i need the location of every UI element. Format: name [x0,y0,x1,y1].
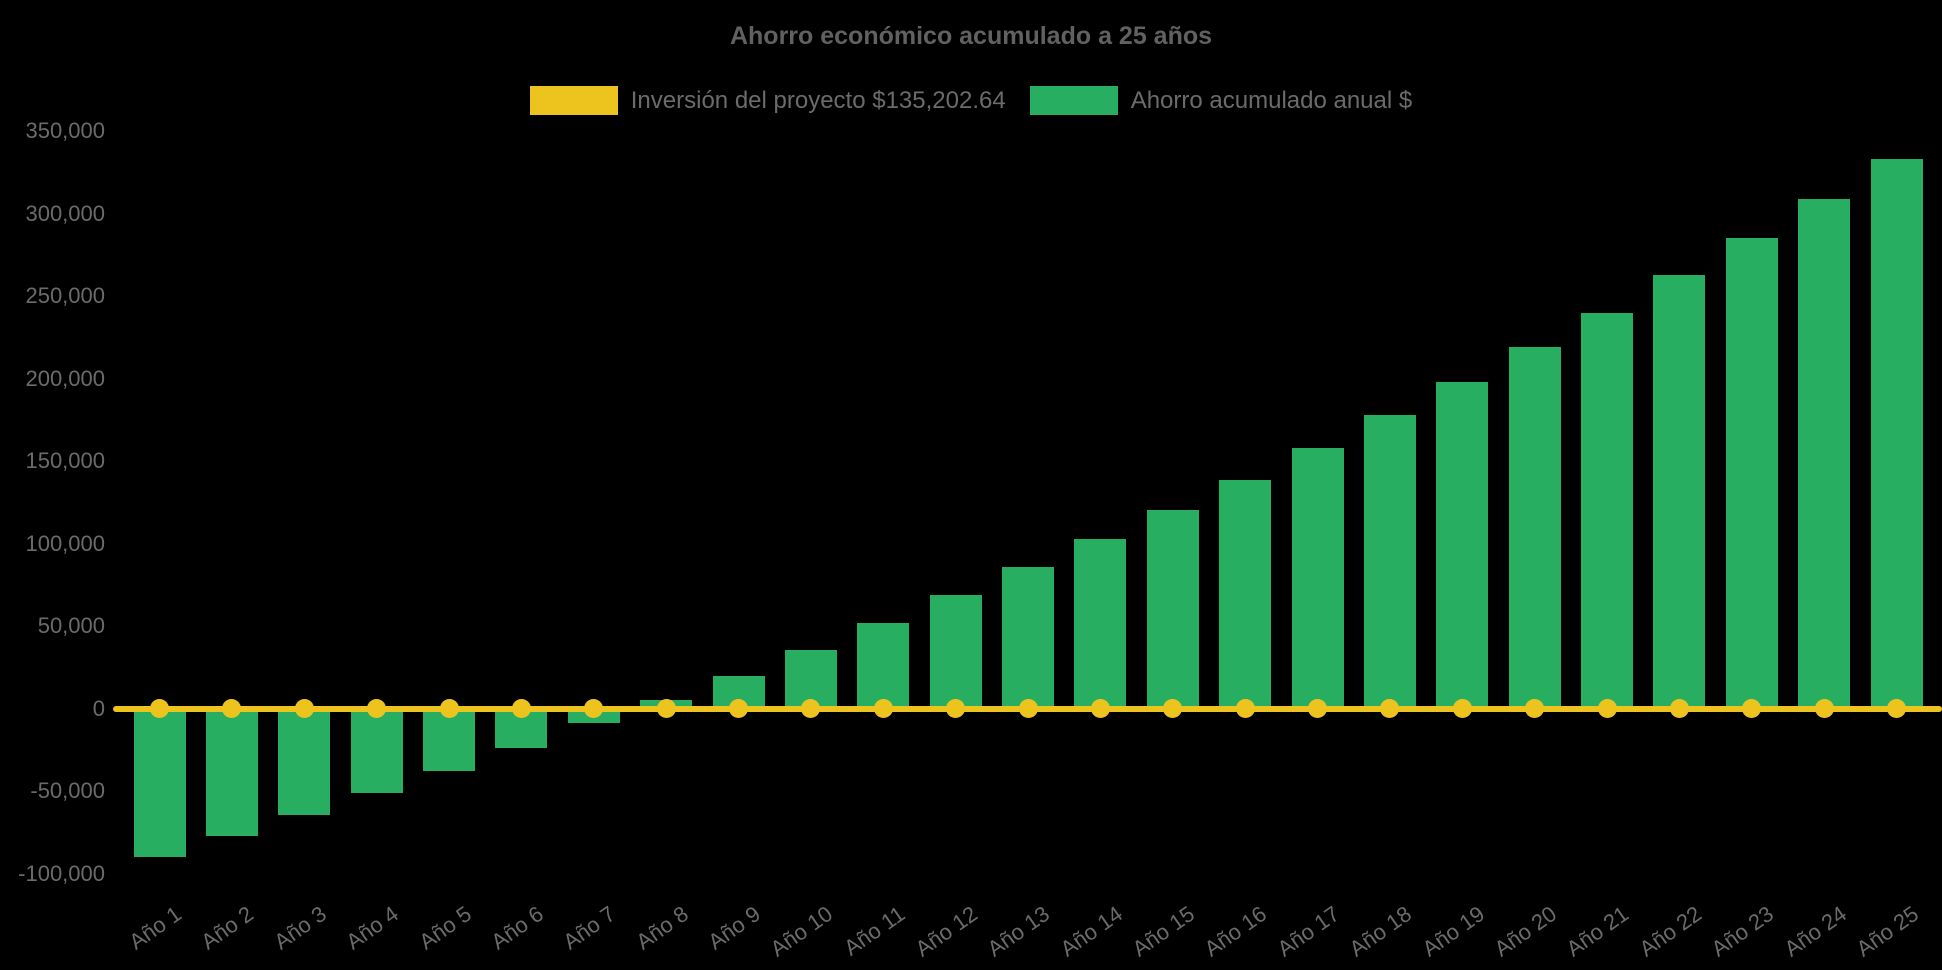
y-axis-label: -50,000 [30,778,105,803]
legend: Inversión del proyecto $135,202.64 Ahorr… [0,86,1942,115]
chart-title: Ahorro económico acumulado a 25 años [729,22,1213,50]
legend-label-investment: Inversión del proyecto $135,202.64 [630,86,1006,114]
y-axis-label: 100,000 [25,530,105,556]
investment-line-marker[interactable] [439,699,459,718]
y-axis-label: 50,000 [37,613,105,638]
bar-año-22[interactable] [1653,275,1706,709]
bar-año-4[interactable] [350,708,403,794]
y-axis-label: -100,000 [18,860,105,886]
y-axis-label: 200,000 [25,365,105,391]
investment-line-marker[interactable] [1308,699,1328,718]
investment-line-marker[interactable] [1525,699,1545,718]
investment-line-marker[interactable] [367,699,387,718]
y-axis-label: 250,000 [25,283,105,308]
bar-año-10[interactable] [784,649,837,709]
investment-line-marker[interactable] [1597,699,1617,718]
y-axis-label: 350,000 [25,118,105,143]
investment-line-marker[interactable] [511,699,531,718]
y-axis-label: 150,000 [25,448,105,473]
bar-año-16[interactable] [1219,479,1272,709]
legend-label-savings: Ahorro acumulado anual $ [1130,86,1413,114]
bar-año-12[interactable] [929,595,982,709]
investment-line-marker[interactable] [1669,699,1689,718]
investment-line-marker[interactable] [222,699,242,718]
investment-line-marker[interactable] [873,699,893,718]
investment-line-marker[interactable] [1814,699,1834,718]
investment-line-marker[interactable] [584,699,604,718]
investment-line-marker[interactable] [294,699,314,718]
savings-bar-swatch [1029,86,1118,115]
investment-line-marker[interactable] [729,699,749,718]
investment-line-marker[interactable] [1380,699,1400,718]
investment-line-marker[interactable] [656,699,676,718]
bar-año-1[interactable] [133,708,186,857]
bar-año-18[interactable] [1363,414,1416,709]
investment-line-marker[interactable] [1742,699,1762,718]
legend-item-savings[interactable]: Ahorro acumulado anual $ [1029,86,1413,115]
bar-año-20[interactable] [1508,347,1561,709]
y-axis-label: 0 [92,695,105,721]
legend-item-investment[interactable]: Inversión del proyecto $135,202.64 [529,86,1006,115]
bar-año-15[interactable] [1146,509,1199,709]
investment-line-marker[interactable] [1887,699,1907,718]
bar-año-21[interactable] [1581,312,1634,709]
bar-año-2[interactable] [205,708,258,836]
bar-año-11[interactable] [857,622,910,709]
y-axis-label: 300,000 [25,200,105,226]
bar-año-19[interactable] [1436,381,1489,709]
bar-año-23[interactable] [1725,238,1778,709]
investment-line-marker[interactable] [150,699,169,718]
investment-line-swatch [529,86,618,115]
investment-line-marker[interactable] [1163,699,1183,718]
bar-año-17[interactable] [1291,447,1344,709]
bar-año-14[interactable] [1074,539,1127,709]
bar-año-25[interactable] [1870,159,1923,709]
bar-año-24[interactable] [1798,199,1851,709]
investment-line-marker[interactable] [1090,699,1110,718]
investment-line-marker[interactable] [801,699,821,718]
investment-line-marker[interactable] [1452,699,1472,718]
bar-año-5[interactable] [423,708,476,772]
bar-año-3[interactable] [278,708,331,815]
investment-line-marker[interactable] [946,699,966,718]
bar-año-13[interactable] [1002,567,1055,709]
investment-line-marker[interactable] [1235,699,1255,718]
investment-line-marker[interactable] [1018,699,1038,718]
